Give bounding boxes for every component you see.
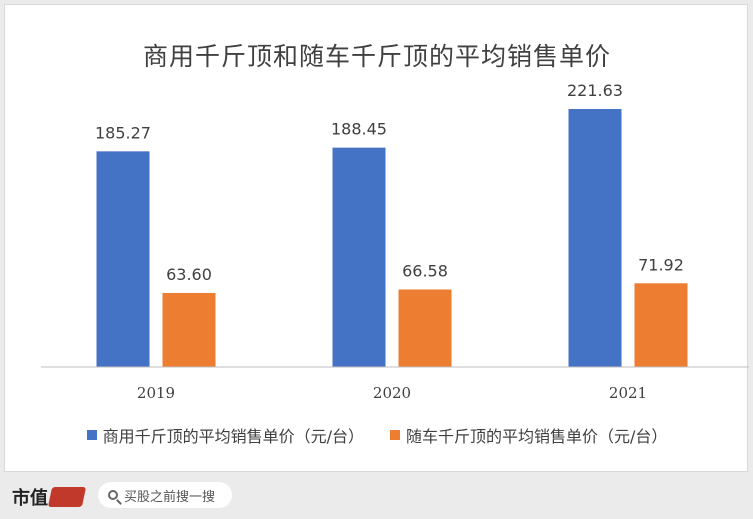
- bar-vehicle-2021: [634, 283, 688, 367]
- data-label-vehicle-2020: 66.58: [402, 262, 448, 281]
- bar-vehicle-2019: [162, 292, 216, 367]
- brand-mark-icon: [47, 487, 87, 507]
- legend-item-commercial: 商用千斤顶的平均销售单价（元/台）: [86, 423, 364, 447]
- legend-swatch-vehicle: [390, 430, 400, 440]
- legend-label-commercial: 商用千斤顶的平均销售单价（元/台）: [102, 427, 364, 446]
- chart-title: 商用千斤顶和随车千斤顶的平均销售单价: [142, 42, 611, 71]
- x-tick-label-2021: 2021: [609, 384, 647, 402]
- footer-bar: 市值 买股之前搜一搜: [0, 472, 753, 519]
- x-tick-label-2019: 2019: [137, 384, 175, 402]
- data-label-commercial-2019: 185.27: [95, 123, 151, 142]
- chart-card: 商用千斤顶和随车千斤顶的平均销售单价 185.27 63.60 2019 188.45…: [4, 4, 749, 472]
- brand-logo: 市值: [12, 484, 87, 510]
- search-button[interactable]: 买股之前搜一搜: [98, 482, 232, 508]
- legend-swatch-commercial: [86, 430, 97, 440]
- bar-commercial-2020: [332, 147, 386, 367]
- legend-label-vehicle: 随车千斤顶的平均销售单价（元/台）: [406, 427, 668, 446]
- data-label-commercial-2020: 188.45: [331, 120, 387, 139]
- data-label-vehicle-2019: 63.60: [166, 265, 212, 284]
- search-icon: [108, 490, 118, 500]
- legend-item-vehicle: 随车千斤顶的平均销售单价（元/台）: [390, 423, 667, 447]
- data-label-commercial-2021: 221.63: [567, 81, 623, 100]
- chart-legend: 商用千斤顶的平均销售单价（元/台） 随车千斤顶的平均销售单价（元/台）: [5, 423, 749, 447]
- x-tick-label-2020: 2020: [373, 384, 411, 402]
- bar-vehicle-2020: [398, 289, 452, 367]
- bar-chart: 185.27 63.60 2019 188.45 66.58 2020 221.63 71.9…: [41, 81, 749, 402]
- brand-name: 市值: [12, 488, 48, 509]
- data-label-vehicle-2021: 71.92: [638, 255, 684, 274]
- bar-commercial-2019: [96, 151, 150, 367]
- bar-commercial-2021: [568, 109, 622, 368]
- search-label: 买股之前搜一搜: [124, 489, 216, 505]
